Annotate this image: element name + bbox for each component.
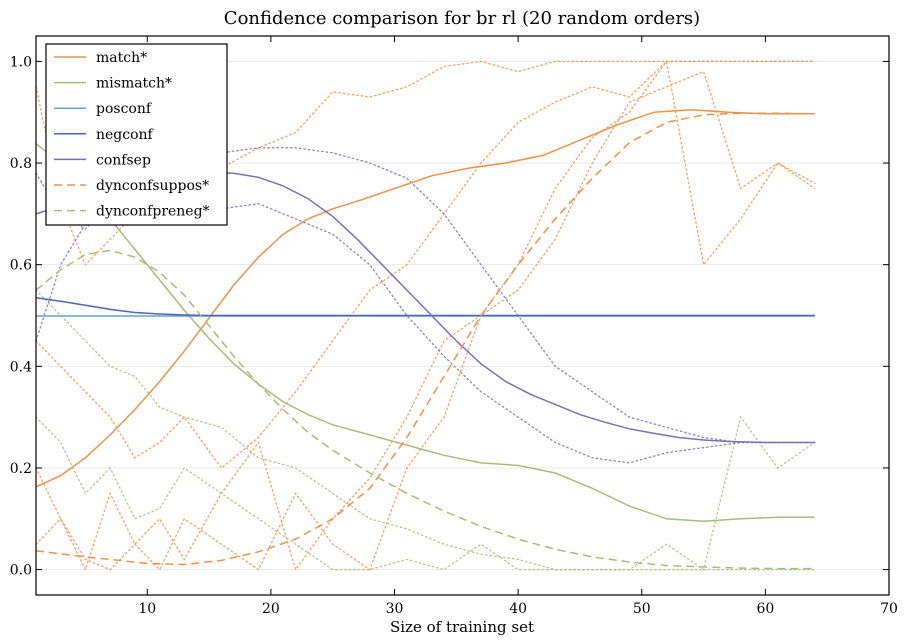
x-tick-label: 20 — [262, 601, 280, 617]
y-tick-label: 1.0 — [10, 54, 32, 70]
dotted-run-line — [35, 289, 816, 571]
x-axis-label: Size of training set — [390, 618, 534, 636]
legend-label: posconf — [96, 101, 153, 117]
series-line-negconf — [35, 296, 815, 317]
legend-entries: match* mismatch* posconf negconf confsep dync… — [54, 50, 210, 220]
y-tick-label: 0.4 — [10, 359, 32, 375]
axis-ticks: 10 20 30 40 50 60 70 0.0 0.2 0.4 0.6 0.8 1.0 — [10, 36, 898, 617]
legend-label: mismatch* — [96, 76, 172, 92]
x-tick-label: 40 — [509, 601, 527, 617]
y-tick-label: 0.6 — [10, 258, 32, 274]
x-tick-label: 10 — [138, 601, 156, 617]
plot-frame — [35, 35, 890, 596]
x-tick-label: 60 — [756, 601, 774, 617]
x-tick-label: 70 — [880, 601, 898, 617]
legend-label: match* — [96, 50, 147, 66]
series-line-mismatch — [35, 143, 815, 523]
dotted-run-line — [35, 416, 816, 571]
legend-label: dynconfsuppos* — [96, 178, 209, 194]
dotted-run-line — [35, 70, 816, 572]
legend: match* mismatch* posconf negconf confsep dync… — [45, 43, 228, 226]
series-line-match — [35, 108, 815, 488]
y-tick-label: 0.2 — [10, 461, 32, 477]
series-line-dynconfsuppos — [35, 112, 815, 566]
dotted-run-line — [35, 60, 816, 469]
legend-label: negconf — [96, 127, 155, 143]
x-tick-label: 50 — [633, 601, 651, 617]
dotted-run-line — [35, 60, 816, 571]
chart-title: Confidence comparison for br rl (20 rand… — [224, 8, 700, 29]
y-tick-label: 0.0 — [10, 563, 32, 579]
y-tick-label: 0.8 — [10, 156, 32, 172]
legend-label: confsep — [96, 152, 151, 168]
x-tick-label: 30 — [386, 601, 404, 617]
legend-label: dynconfpreneg* — [96, 204, 210, 220]
